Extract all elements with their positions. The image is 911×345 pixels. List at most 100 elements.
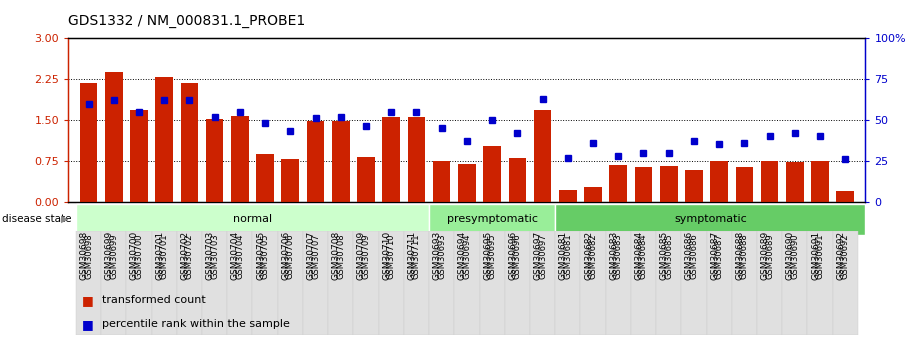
- Text: GSM30698: GSM30698: [79, 231, 88, 280]
- Bar: [555, 231, 580, 335]
- Bar: [455, 231, 479, 335]
- Text: normal: normal: [233, 214, 272, 224]
- Bar: [807, 231, 833, 335]
- Text: GSM30693: GSM30693: [433, 231, 442, 280]
- Text: GDS1332 / NM_000831.1_PROBE1: GDS1332 / NM_000831.1_PROBE1: [68, 14, 305, 28]
- Bar: [256, 154, 274, 202]
- Text: GSM30711: GSM30711: [407, 231, 416, 280]
- Text: ■: ■: [82, 294, 94, 307]
- Text: GSM30710: GSM30710: [383, 231, 391, 280]
- Bar: [379, 231, 404, 335]
- Bar: [505, 231, 530, 335]
- Bar: [127, 231, 151, 335]
- Text: GSM30691: GSM30691: [815, 233, 824, 279]
- Text: GSM30689: GSM30689: [761, 231, 770, 280]
- Bar: [177, 231, 202, 335]
- Text: presymptomatic: presymptomatic: [446, 214, 537, 224]
- Bar: [656, 231, 681, 335]
- Bar: [559, 190, 577, 202]
- Text: ▶: ▶: [61, 214, 68, 224]
- Text: GSM30686: GSM30686: [685, 231, 694, 280]
- Text: GSM30700: GSM30700: [130, 231, 139, 280]
- Text: GSM30694: GSM30694: [463, 233, 471, 279]
- Bar: [530, 231, 555, 335]
- Text: GSM30697: GSM30697: [534, 231, 543, 280]
- Text: GSM30706: GSM30706: [286, 233, 295, 279]
- Text: GSM30705: GSM30705: [256, 231, 265, 280]
- Bar: [180, 83, 199, 202]
- Bar: [404, 231, 429, 335]
- Bar: [151, 231, 177, 335]
- Bar: [635, 167, 652, 202]
- Bar: [681, 231, 707, 335]
- Bar: [353, 231, 379, 335]
- Bar: [303, 231, 328, 335]
- Text: GSM30687: GSM30687: [711, 231, 719, 280]
- Bar: [584, 187, 602, 202]
- Bar: [660, 166, 678, 202]
- Text: GSM30688: GSM30688: [740, 233, 749, 279]
- Text: GSM30684: GSM30684: [634, 231, 643, 280]
- Text: GSM30703: GSM30703: [210, 233, 220, 279]
- Bar: [508, 158, 527, 202]
- Text: GSM30688: GSM30688: [735, 231, 744, 280]
- Text: GSM30681: GSM30681: [558, 231, 568, 280]
- Bar: [357, 157, 374, 202]
- Bar: [429, 231, 455, 335]
- Text: GSM30687: GSM30687: [714, 233, 723, 279]
- Bar: [761, 161, 778, 202]
- Bar: [479, 231, 505, 335]
- Text: GSM30701: GSM30701: [159, 233, 169, 279]
- Text: GSM30702: GSM30702: [180, 231, 189, 280]
- Text: GSM30692: GSM30692: [841, 233, 850, 279]
- Bar: [609, 165, 627, 202]
- Text: GSM30702: GSM30702: [185, 233, 194, 279]
- Bar: [231, 116, 249, 202]
- Text: symptomatic: symptomatic: [674, 214, 747, 224]
- Bar: [606, 231, 630, 335]
- Bar: [757, 231, 783, 335]
- Text: GSM30685: GSM30685: [664, 233, 673, 279]
- Text: GSM30695: GSM30695: [487, 233, 496, 279]
- Bar: [101, 231, 127, 335]
- Text: GSM30696: GSM30696: [508, 231, 517, 280]
- Text: GSM30684: GSM30684: [639, 233, 648, 279]
- Text: GSM30689: GSM30689: [765, 233, 774, 279]
- Bar: [630, 231, 656, 335]
- Text: GSM30697: GSM30697: [538, 233, 548, 279]
- Text: GSM30693: GSM30693: [437, 233, 446, 279]
- Bar: [685, 170, 702, 202]
- Text: GSM30683: GSM30683: [609, 231, 619, 280]
- Text: GSM30709: GSM30709: [362, 233, 371, 279]
- Text: GSM30682: GSM30682: [589, 233, 598, 279]
- Bar: [735, 167, 753, 202]
- Text: GSM30690: GSM30690: [786, 231, 794, 280]
- Text: GSM30705: GSM30705: [261, 233, 270, 279]
- Bar: [833, 231, 858, 335]
- Text: GSM30704: GSM30704: [235, 233, 244, 279]
- Text: GSM30707: GSM30707: [311, 233, 320, 279]
- Text: GSM30699: GSM30699: [105, 231, 114, 280]
- Bar: [711, 161, 728, 202]
- Bar: [429, 204, 555, 235]
- Text: GSM30696: GSM30696: [513, 233, 522, 279]
- Bar: [79, 83, 97, 202]
- Bar: [383, 117, 400, 202]
- Bar: [483, 146, 501, 202]
- Text: GSM30685: GSM30685: [660, 231, 669, 280]
- Bar: [206, 119, 223, 202]
- Bar: [732, 231, 757, 335]
- Text: GSM30683: GSM30683: [614, 233, 623, 279]
- Text: GSM30700: GSM30700: [135, 233, 143, 279]
- Bar: [252, 231, 278, 335]
- Text: GSM30692: GSM30692: [836, 231, 845, 280]
- Text: GSM30706: GSM30706: [281, 231, 291, 280]
- Text: GSM30695: GSM30695: [483, 231, 492, 280]
- Bar: [836, 191, 855, 202]
- Text: transformed count: transformed count: [102, 295, 206, 305]
- Text: GSM30709: GSM30709: [357, 231, 366, 280]
- Bar: [555, 204, 865, 235]
- Bar: [105, 72, 123, 202]
- Bar: [130, 110, 148, 202]
- Text: percentile rank within the sample: percentile rank within the sample: [102, 319, 290, 329]
